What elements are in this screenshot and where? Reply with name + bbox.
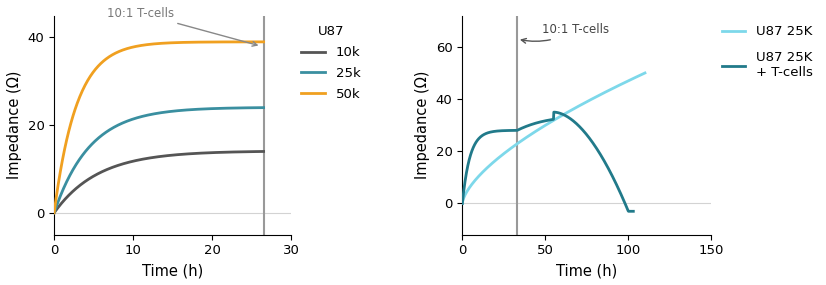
X-axis label: Time (h): Time (h): [142, 263, 203, 278]
Text: 10:1 T-cells: 10:1 T-cells: [107, 7, 257, 46]
Text: 10:1 T-cells: 10:1 T-cells: [521, 23, 609, 43]
Legend: U87 25K, U87 25K
+ T-cells: U87 25K, U87 25K + T-cells: [716, 20, 818, 85]
X-axis label: Time (h): Time (h): [556, 263, 618, 278]
Legend: 10k, 25k, 50k: 10k, 25k, 50k: [296, 20, 366, 106]
Y-axis label: Impedance (Ω): Impedance (Ω): [7, 71, 22, 179]
Y-axis label: Impedance (Ω): Impedance (Ω): [415, 71, 430, 179]
